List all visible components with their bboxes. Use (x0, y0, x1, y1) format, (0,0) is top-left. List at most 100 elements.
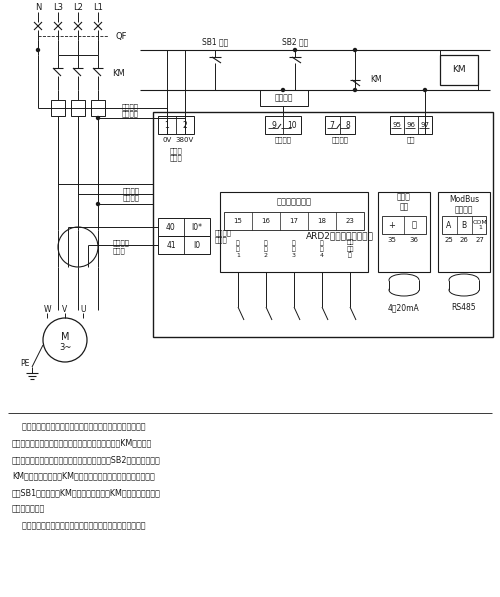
Bar (51, 100, 65, 116)
Circle shape (96, 202, 100, 205)
Text: 报警输出: 报警输出 (274, 137, 291, 143)
Bar (91, 100, 105, 116)
Text: 95: 95 (392, 122, 402, 128)
Text: 电压信
号输入: 电压信 号输入 (170, 147, 182, 161)
Text: 零序互感
器信号: 零序互感 器信号 (113, 240, 130, 254)
Bar (158, 116, 194, 134)
Text: 8: 8 (346, 121, 350, 130)
Circle shape (294, 48, 296, 51)
Text: 圈串进脱扣继电器的常闭触点中，通电后，按下SB2（起动按钮），: 圈串进脱扣继电器的常闭触点中，通电后，按下SB2（起动按钮）， (12, 455, 161, 464)
Text: ARD2智能电动机保护器: ARD2智能电动机保护器 (306, 231, 374, 240)
Text: 10: 10 (287, 121, 297, 130)
Text: 15: 15 (234, 218, 242, 224)
Text: QF: QF (115, 32, 126, 41)
Text: KM: KM (370, 75, 382, 85)
Bar (438, 192, 490, 272)
Text: SB1 停车: SB1 停车 (202, 38, 228, 47)
Text: PE: PE (20, 359, 30, 368)
Circle shape (96, 116, 100, 119)
Text: 41: 41 (166, 241, 176, 250)
Text: 2: 2 (182, 121, 188, 130)
Text: 报警输出: 报警输出 (275, 94, 293, 103)
Text: 输入
公共
端: 输入 公共 端 (346, 239, 354, 259)
Text: 96: 96 (406, 122, 416, 128)
Text: 模拟量
输出: 模拟量 输出 (397, 192, 411, 212)
Bar (449, 280, 479, 290)
Bar (224, 212, 364, 230)
Text: 9: 9 (272, 121, 276, 130)
Circle shape (354, 88, 356, 91)
Bar (325, 116, 355, 134)
Text: M: M (61, 332, 69, 342)
Text: －: － (412, 220, 416, 229)
Text: 18: 18 (318, 218, 326, 224)
Circle shape (354, 48, 356, 51)
Text: 输
入
2: 输 入 2 (264, 240, 268, 258)
Text: 7: 7 (330, 121, 334, 130)
Text: 按下SB1（按钮），KM吸引线圈失电，使KM自锁触点释放，电: 按下SB1（按钮），KM吸引线圈失电，使KM自锁触点释放，电 (12, 488, 161, 497)
Text: 脱扣: 脱扣 (407, 137, 415, 143)
Text: 27: 27 (476, 237, 484, 243)
Bar (390, 116, 432, 134)
Text: KM: KM (112, 69, 125, 78)
Text: ModBus: ModBus (449, 195, 479, 205)
Text: 注：远程起动必须要由上位机来控制，保护器本身不控制。: 注：远程起动必须要由上位机来控制，保护器本身不控制。 (12, 521, 145, 530)
Circle shape (424, 88, 426, 91)
Text: 40: 40 (166, 223, 176, 232)
Bar (389, 280, 419, 290)
Text: N: N (35, 4, 41, 13)
Text: 380V: 380V (176, 137, 194, 143)
Text: L2: L2 (73, 4, 83, 13)
Text: 26: 26 (460, 237, 468, 243)
Bar (440, 55, 478, 85)
Text: 3~: 3~ (59, 343, 71, 352)
Text: 97: 97 (420, 122, 430, 128)
Text: 直接起动模式：图中电动机的起动、停车是通过现场按钮来: 直接起动模式：图中电动机的起动、停车是通过现场按钮来 (12, 422, 145, 431)
Text: +: + (388, 220, 396, 229)
Text: 开关量信号输入: 开关量信号输入 (276, 198, 312, 207)
Text: A: A (446, 220, 452, 229)
Text: 输
入
4: 输 入 4 (320, 240, 324, 258)
Text: U: U (80, 306, 86, 315)
Circle shape (282, 88, 284, 91)
Text: 输
入
3: 输 入 3 (292, 240, 296, 258)
Text: 三相电流
信号输入: 三相电流 信号输入 (123, 187, 140, 201)
Text: 36: 36 (410, 237, 418, 243)
Text: 控制的（保护器本身不控制电动机起、停），接触器KM的吸引线: 控制的（保护器本身不控制电动机起、停），接触器KM的吸引线 (12, 439, 152, 448)
Text: I0*: I0* (192, 223, 202, 232)
Text: 0V: 0V (162, 137, 172, 143)
Text: L1: L1 (93, 4, 103, 13)
Text: KM: KM (452, 66, 466, 75)
Text: 4－20mA: 4－20mA (388, 303, 420, 312)
Text: 动机停止工作。: 动机停止工作。 (12, 504, 45, 513)
Circle shape (36, 48, 40, 51)
Bar (378, 192, 430, 272)
Text: RS485: RS485 (452, 303, 476, 312)
Text: 三相电流
信号输入: 三相电流 信号输入 (122, 103, 139, 117)
Text: L3: L3 (53, 4, 63, 13)
Bar (265, 116, 301, 134)
Text: 远程起动: 远程起动 (332, 137, 348, 143)
Text: KM吸引线圈得电，使KM的自锁触点闭合，电动机开始工作；当: KM吸引线圈得电，使KM的自锁触点闭合，电动机开始工作；当 (12, 472, 155, 481)
Text: W: W (44, 306, 51, 315)
Text: V: V (62, 306, 68, 315)
Bar (153, 112, 493, 337)
Text: B: B (462, 220, 466, 229)
Text: COM
1: COM 1 (472, 220, 488, 230)
Text: 25: 25 (444, 237, 454, 243)
Bar (442, 216, 486, 234)
Text: SB2 起动: SB2 起动 (282, 38, 308, 47)
Bar (220, 192, 368, 272)
Text: I0: I0 (194, 241, 200, 250)
Bar (158, 236, 210, 254)
Text: 1: 1 (164, 121, 170, 130)
Text: 16: 16 (262, 218, 270, 224)
Bar (71, 100, 85, 116)
Text: 23: 23 (346, 218, 354, 224)
Bar (260, 90, 308, 106)
Text: 通讯接口: 通讯接口 (455, 205, 473, 214)
Text: 输
入
1: 输 入 1 (236, 240, 240, 258)
Bar (382, 216, 426, 234)
Text: 17: 17 (290, 218, 298, 224)
Bar (158, 218, 210, 236)
